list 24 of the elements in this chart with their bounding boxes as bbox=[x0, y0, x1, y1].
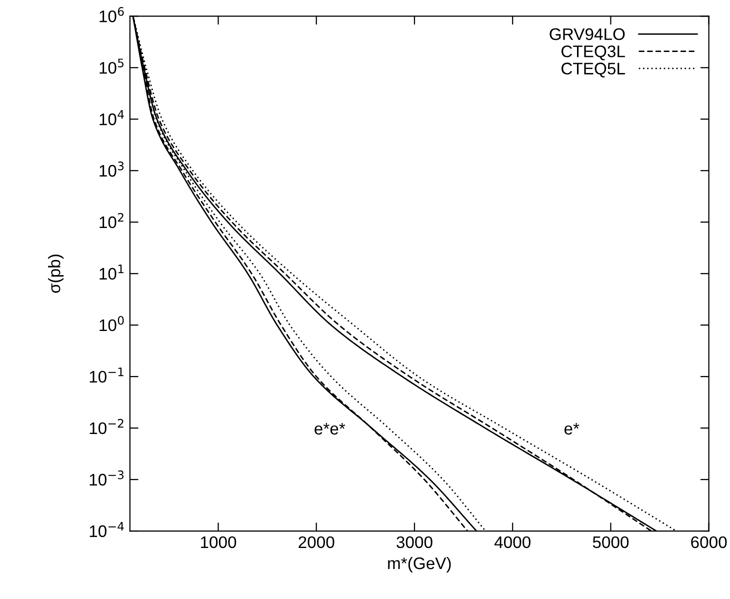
y-tick-label: 10$^{0}$ bbox=[100, 316, 124, 332]
x-tick-label: 6000 bbox=[691, 536, 727, 548]
y-tick-label: 10$^{−1}$ bbox=[90, 368, 124, 383]
x-tick-label: 5000 bbox=[592, 536, 629, 548]
legend-label: CTEQ3L bbox=[562, 45, 625, 60]
y-tick-label: 10$^{4}$ bbox=[100, 110, 124, 126]
legend-label: GRV94LO bbox=[550, 28, 625, 40]
y-tick-label: 10$^{5}$ bbox=[100, 58, 124, 74]
x-tick-label: 3000 bbox=[396, 536, 432, 548]
y-tick-label: 10$^{−4}$ bbox=[90, 522, 124, 538]
y-tick-label: 10$^{2}$ bbox=[100, 212, 124, 228]
y-tick-label: 10$^{3}$ bbox=[100, 162, 124, 177]
legend-label: CTEQ5L bbox=[562, 62, 625, 78]
x-tick-label: 4000 bbox=[494, 536, 530, 548]
y-axis-title: σ(pb) bbox=[48, 254, 64, 293]
x-tick-label: 1000 bbox=[200, 536, 236, 548]
y-tick-label: 10$^{1}$ bbox=[100, 264, 124, 280]
y-tick-label: 10$^{−2}$ bbox=[90, 418, 124, 434]
y-tick-label: 10$^{−3}$ bbox=[90, 470, 124, 486]
annotation: e* bbox=[564, 422, 580, 435]
x-tick-label: 2000 bbox=[298, 536, 334, 548]
y-tick-label: 10$^{6}$ bbox=[100, 7, 124, 22]
x-axis-title: m*(GeV) bbox=[388, 556, 451, 572]
annotation: e*e* bbox=[314, 422, 346, 435]
